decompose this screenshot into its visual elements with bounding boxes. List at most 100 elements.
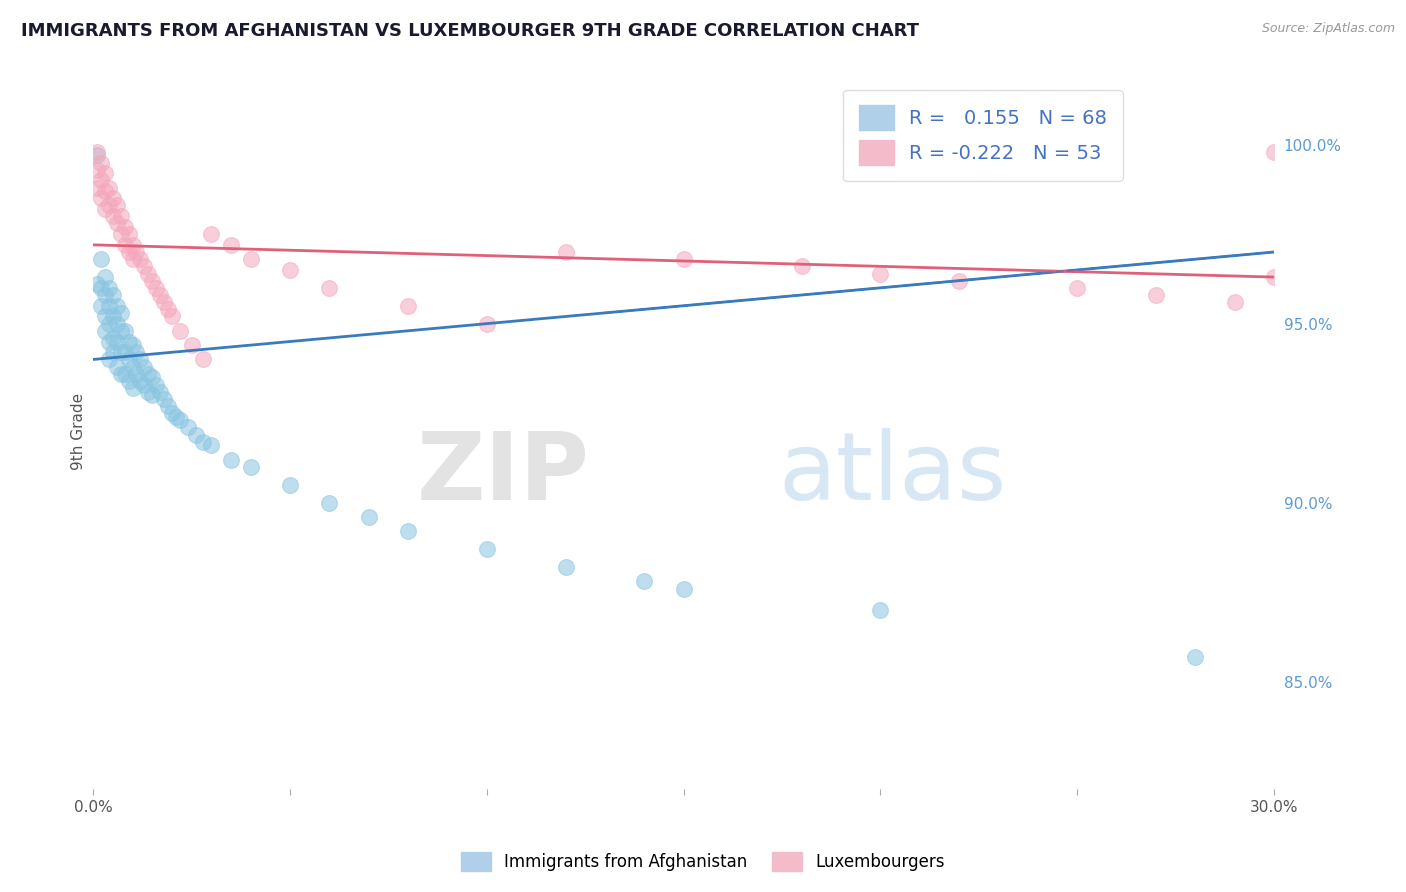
Point [101,209,124,223]
Point [193,434,215,449]
Point [554,560,576,574]
Point [94,270,117,285]
Point [101,345,124,359]
Point [136,384,159,399]
Point [97,180,120,194]
Point [156,302,179,317]
Point [101,310,124,324]
Point [86,277,108,292]
Point [869,267,891,281]
Point [97,317,120,331]
Point [90,155,112,169]
Point [134,359,156,374]
Point [672,252,695,267]
Point [141,388,163,402]
Point [136,267,159,281]
Text: IMMIGRANTS FROM AFGHANISTAN VS LUXEMBOURGER 9TH GRADE CORRELATION CHART: IMMIGRANTS FROM AFGHANISTAN VS LUXEMBOUR… [21,22,920,40]
Point [114,324,136,338]
Point [125,245,148,260]
Point [125,367,148,381]
Point [396,524,419,539]
Point [117,352,139,367]
Point [554,245,576,260]
Point [672,582,695,596]
Point [278,263,301,277]
Point [117,334,139,349]
Point [145,281,167,295]
Y-axis label: 9th Grade: 9th Grade [72,392,86,469]
Point [1066,281,1088,295]
Point [1144,288,1167,302]
Point [86,180,108,194]
Text: Source: ZipAtlas.com: Source: ZipAtlas.com [1261,22,1395,36]
Point [121,238,143,252]
Point [110,324,132,338]
Point [105,299,128,313]
Point [94,324,117,338]
Point [97,281,120,295]
Point [114,219,136,234]
Point [129,374,152,388]
Point [94,166,117,180]
Point [136,367,159,381]
Point [90,191,112,205]
Point [1263,145,1285,159]
Point [790,260,813,274]
Point [110,367,132,381]
Legend: Immigrants from Afghanistan, Luxembourgers: Immigrants from Afghanistan, Luxembourge… [453,843,953,880]
Point [141,274,163,288]
Point [134,260,156,274]
Point [169,324,191,338]
Point [156,399,179,413]
Point [94,184,117,198]
Point [105,317,128,331]
Point [239,459,262,474]
Point [396,299,419,313]
Point [117,227,139,241]
Point [239,252,262,267]
Point [948,274,970,288]
Point [97,299,120,313]
Point [117,245,139,260]
Point [869,603,891,617]
Point [94,288,117,302]
Point [97,352,120,367]
Point [200,227,222,241]
Legend: R =   0.155   N = 68, R = -0.222   N = 53: R = 0.155 N = 68, R = -0.222 N = 53 [844,90,1122,181]
Point [121,381,143,395]
Point [90,252,112,267]
Point [121,252,143,267]
Point [114,238,136,252]
Point [105,198,128,212]
Point [110,209,132,223]
Point [318,496,340,510]
Point [117,374,139,388]
Point [101,288,124,302]
Point [110,227,132,241]
Point [278,477,301,491]
Point [97,334,120,349]
Point [90,281,112,295]
Point [101,331,124,345]
Point [129,352,152,367]
Point [219,452,242,467]
Point [121,338,143,352]
Text: atlas: atlas [778,428,1007,520]
Point [105,216,128,230]
Point [1223,295,1246,310]
Point [1263,270,1285,285]
Point [160,406,183,420]
Point [165,409,187,424]
Point [105,359,128,374]
Point [129,252,152,267]
Point [145,377,167,392]
Point [153,392,176,406]
Point [114,345,136,359]
Point [180,338,202,352]
Point [134,377,156,392]
Point [475,542,498,557]
Point [90,173,112,187]
Point [149,384,172,399]
Point [110,345,132,359]
Point [125,345,148,359]
